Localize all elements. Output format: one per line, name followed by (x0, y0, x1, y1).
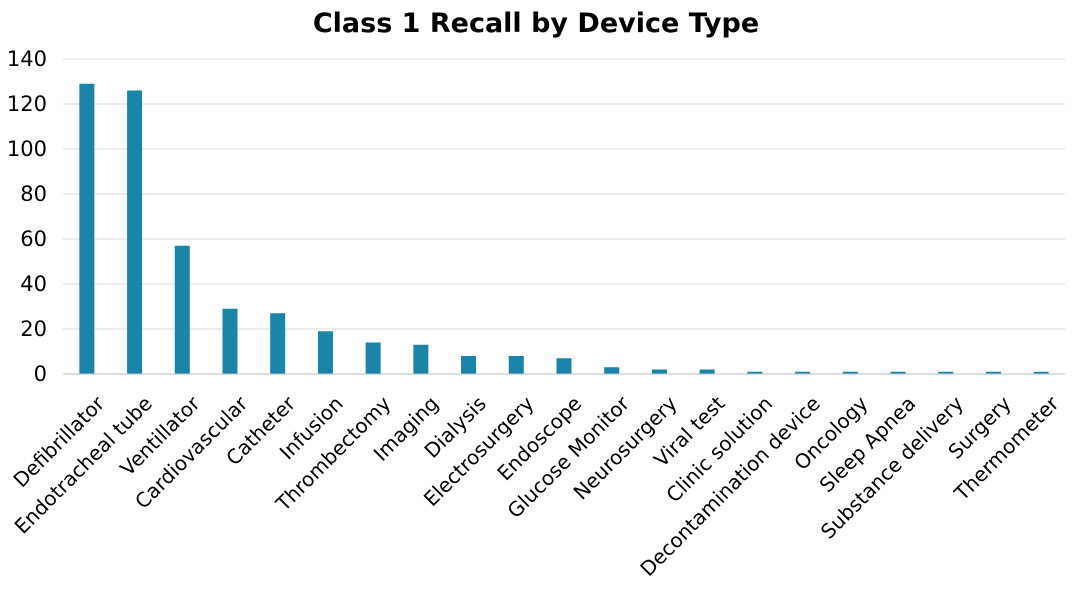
y-tick-label: 60 (20, 227, 47, 251)
bar (461, 356, 477, 374)
bar (79, 83, 95, 374)
bar (174, 245, 190, 374)
y-tick-label: 120 (7, 92, 47, 116)
bar (604, 367, 620, 374)
y-axis-tick-labels: 0 20 40 60 80 100 120 140 (7, 47, 47, 386)
bar (890, 371, 906, 374)
y-tick-label: 0 (34, 362, 47, 386)
bar (127, 90, 143, 374)
y-tick-label: 140 (7, 47, 47, 71)
y-tick-label: 100 (7, 137, 47, 161)
bar (556, 358, 572, 374)
bar (747, 371, 763, 374)
bar (1033, 371, 1049, 374)
bar (985, 371, 1001, 374)
bar (508, 356, 524, 374)
bar (699, 369, 715, 374)
y-tick-label: 40 (20, 272, 47, 296)
bar (222, 308, 238, 374)
bar (842, 371, 858, 374)
bar (651, 369, 667, 374)
y-tick-label: 20 (20, 317, 47, 341)
gridlines (63, 58, 1065, 330)
bar (317, 331, 333, 374)
bar (938, 371, 954, 374)
chart-title: Class 1 Recall by Device Type (313, 8, 759, 39)
bar (365, 342, 381, 374)
y-tick-label: 80 (20, 182, 47, 206)
bars (79, 83, 1049, 374)
bar (795, 371, 811, 374)
bar (413, 344, 429, 374)
bar (270, 313, 286, 374)
